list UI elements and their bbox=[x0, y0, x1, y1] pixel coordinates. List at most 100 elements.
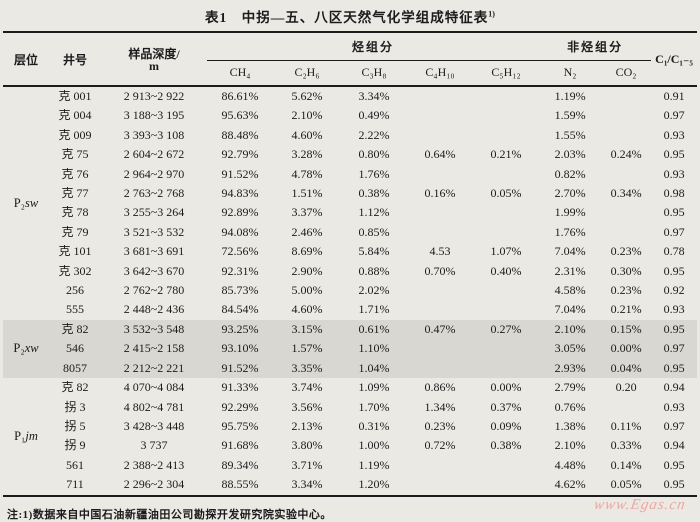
cell-n2: 7.04% bbox=[554, 302, 586, 317]
table-row: 拐 5 3 428~3 448 95.75% 2.13% 0.31% 0.23% 0.09%… bbox=[3, 417, 697, 436]
cell-c2h6: 2.46% bbox=[291, 224, 323, 239]
cell-c2h6: 5.00% bbox=[291, 283, 323, 298]
cell-c5h12 bbox=[473, 203, 539, 222]
header-c4h10: C₄H₁₀ bbox=[425, 65, 455, 80]
cell-n2: 7.04% bbox=[554, 244, 586, 259]
cell-well: 克 77 bbox=[61, 186, 89, 201]
cell-c5h12: 0.40% bbox=[490, 263, 522, 278]
cell-c2h6: 3.34% bbox=[291, 477, 323, 492]
cell-n2: 0.82% bbox=[554, 166, 586, 181]
cell-depth: 2 296~2 304 bbox=[123, 477, 185, 492]
cell-c4h10: 0.47% bbox=[407, 319, 473, 340]
header-c2h6: C₂H₆ bbox=[294, 65, 320, 80]
cell-c3h8: 0.49% bbox=[358, 108, 390, 123]
cell-co2: 0.00% bbox=[601, 339, 652, 359]
cell-c5h12: 0.09% bbox=[490, 418, 522, 433]
cell-c2h6: 5.62% bbox=[291, 89, 323, 103]
cell-well: 8057 bbox=[49, 358, 101, 379]
cell-n2: 1.19% bbox=[554, 89, 586, 103]
cell-c1-ratio: 0.93 bbox=[663, 302, 685, 317]
cell-depth: 4 802~4 781 bbox=[123, 399, 185, 414]
cell-c2h6: 1.51% bbox=[291, 186, 323, 201]
table-row: 克 77 2 763~2 768 94.83% 1.51% 0.38% 0.16% 0.05… bbox=[3, 184, 697, 203]
cell-c5h12: 0.00% bbox=[490, 380, 522, 395]
cell-depth: 3 393~3 108 bbox=[123, 127, 185, 142]
cell-c3h8: 0.88% bbox=[358, 263, 390, 278]
cell-c1-ratio: 0.95 bbox=[651, 358, 698, 379]
cell-c3h8: 1.04% bbox=[341, 358, 407, 379]
cell-c5h12: 0.21% bbox=[490, 147, 522, 162]
cell-depth: 2 762~2 780 bbox=[123, 283, 185, 298]
cell-depth: 3 681~3 691 bbox=[123, 244, 185, 259]
table-row: 克 76 2 964~2 970 91.52% 4.78% 1.76% 0.82% 0.93 bbox=[3, 165, 697, 184]
cell-co2 bbox=[601, 86, 651, 106]
header-non-hydrocarbon-group: 非烃组分 bbox=[539, 32, 652, 61]
cell-n2: 1.99% bbox=[554, 205, 586, 220]
table-row: P₂sw 克 001 2 913~2 922 86.61% 5.62% 3.34% 1.19… bbox=[3, 86, 697, 210]
cell-ch4: 88.55% bbox=[221, 477, 259, 492]
cell-c4h10: 0.86% bbox=[424, 380, 456, 395]
cell-well: 克 76 bbox=[61, 166, 89, 181]
cell-c1-ratio: 0.97 bbox=[663, 224, 685, 239]
cell-well: 拐 5 bbox=[64, 418, 86, 433]
cell-n2: 4.58% bbox=[554, 283, 586, 298]
cell-ch4: 85.73% bbox=[221, 283, 259, 298]
cell-c2h6: 3.74% bbox=[291, 380, 323, 395]
cell-c5h12 bbox=[473, 86, 539, 106]
cell-c1-ratio: 0.95 bbox=[663, 205, 685, 220]
cell-n2: 3.05% bbox=[539, 339, 602, 359]
cell-well: 拐 3 bbox=[64, 399, 86, 414]
cell-ch4: 89.34% bbox=[221, 457, 259, 472]
cell-c3h8: 1.00% bbox=[358, 438, 390, 453]
cell-c5h12 bbox=[473, 106, 539, 125]
header-co2: CO₂ bbox=[615, 65, 637, 80]
table-row: 256 2 762~2 780 85.73% 5.00% 2.02% 4.58% 0.23%… bbox=[3, 281, 697, 300]
cell-c1-ratio: 0.94 bbox=[663, 438, 685, 453]
cell-depth: 3 521~3 532 bbox=[123, 224, 185, 239]
cell-ch4: 86.61% bbox=[221, 89, 259, 103]
cell-well: 克 302 bbox=[58, 263, 92, 278]
cell-well: 克 009 bbox=[58, 127, 92, 142]
cell-c1-ratio: 0.97 bbox=[663, 108, 685, 123]
cell-well: 克 004 bbox=[58, 108, 92, 123]
cell-n2: 4.48% bbox=[554, 457, 586, 472]
cell-c3h8: 0.80% bbox=[358, 147, 390, 162]
cell-co2: 0.15% bbox=[601, 319, 652, 340]
cell-well: 711 bbox=[66, 477, 84, 492]
cell-c5h12 bbox=[473, 339, 540, 359]
horizon-label: P₁jm bbox=[14, 428, 38, 443]
cell-c4h10: 0.16% bbox=[424, 186, 456, 201]
header-depth: 样品深度/ m bbox=[101, 32, 207, 86]
cell-c1-ratio: 0.98 bbox=[663, 186, 685, 201]
header-n2: N₂ bbox=[563, 65, 577, 80]
cell-depth: 2 964~2 970 bbox=[123, 166, 185, 181]
cell-co2: 0.30% bbox=[610, 263, 642, 278]
cell-well: 克 78 bbox=[61, 205, 89, 220]
table-row: 拐 9 3 737 91.68% 3.80% 1.00% 0.72% 0.38% 2.10% 0… bbox=[3, 436, 697, 455]
cell-c4h10: 0.64% bbox=[424, 147, 456, 162]
cell-c2h6: 2.90% bbox=[291, 263, 323, 278]
cell-c5h12 bbox=[473, 300, 539, 319]
table-row: 555 2 448~2 436 84.54% 4.60% 1.71% 7.04% 0.21%… bbox=[3, 300, 697, 319]
cell-c3h8: 0.38% bbox=[358, 186, 390, 201]
cell-co2: 0.20 bbox=[615, 380, 637, 395]
cell-c1-ratio: 0.92 bbox=[663, 283, 685, 298]
cell-c2h6: 3.35% bbox=[273, 358, 341, 379]
table-row: 克 004 3 188~3 195 95.63% 2.10% 0.49% 1.59% 0.9… bbox=[3, 106, 697, 125]
table-header: 层位 井号 样品深度/ m 烃组分 非烃组分 C₁/C₁₋₅ CH₄ C₂H₆ … bbox=[3, 32, 698, 86]
cell-co2 bbox=[601, 126, 651, 145]
cell-c3h8: 1.71% bbox=[358, 302, 390, 317]
cell-c3h8: 5.84% bbox=[358, 244, 390, 259]
table-row: 克 101 3 681~3 691 72.56% 8.69% 5.84% 4.53 1.07… bbox=[3, 242, 697, 261]
cell-c4h10 bbox=[407, 223, 473, 242]
cell-c5h12 bbox=[473, 475, 539, 495]
cell-depth: 3 532~3 548 bbox=[101, 319, 207, 340]
gas-composition-table: 层位 井号 样品深度/ m 烃组分 非烃组分 C₁/C₁₋₅ CH₄ C₂H₆ … bbox=[3, 31, 698, 497]
cell-c5h12: 0.38% bbox=[490, 438, 522, 453]
cell-ch4: 94.83% bbox=[221, 186, 259, 201]
header-depth-line2: m bbox=[149, 59, 159, 73]
cell-co2: 0.04% bbox=[601, 358, 652, 379]
cell-well: 克 79 bbox=[61, 224, 89, 239]
cell-ch4: 95.63% bbox=[221, 108, 259, 123]
